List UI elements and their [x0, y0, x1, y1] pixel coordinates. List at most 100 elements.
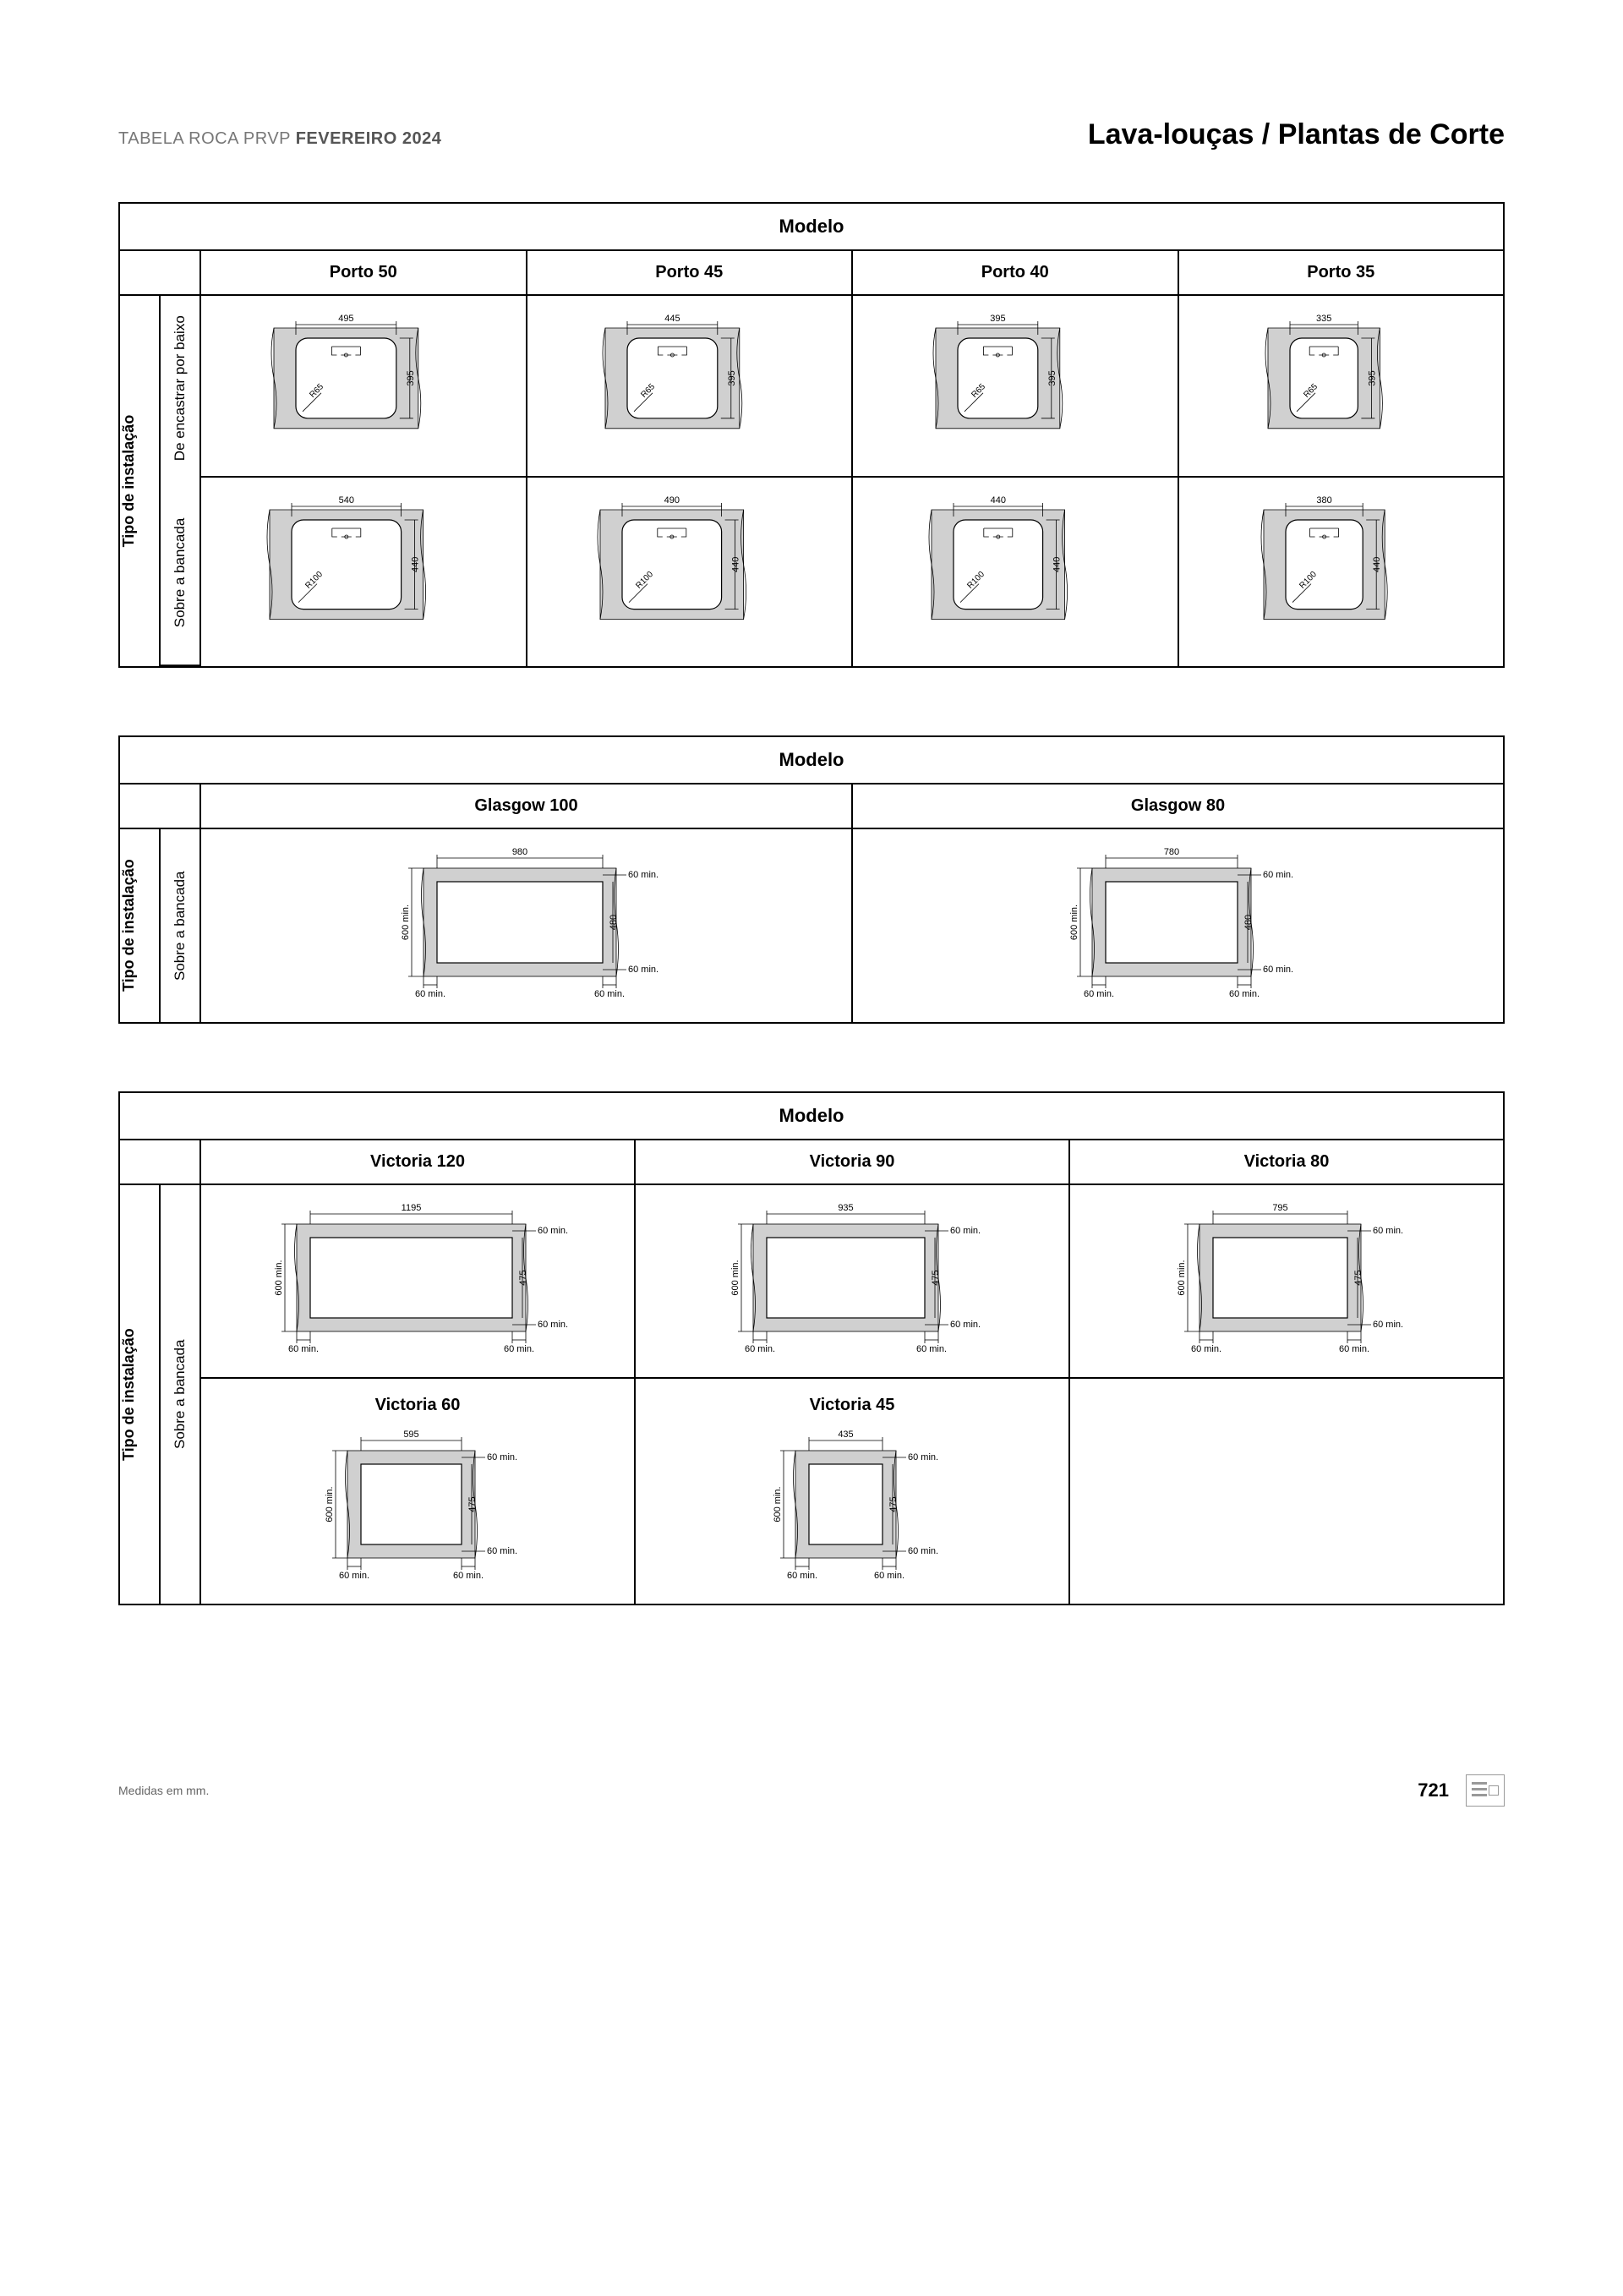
column-headers: Porto 50 Porto 45 Porto 40 Porto 35 [120, 251, 1503, 296]
cell-title: Victoria 60 [375, 1396, 461, 1415]
model-header: Modelo [120, 204, 1503, 251]
cut-plan-diagram: R100 540 440 [266, 495, 461, 650]
svg-text:60 min.: 60 min. [950, 1226, 981, 1236]
svg-text:60 min.: 60 min. [487, 1452, 517, 1462]
svg-text:60 min.: 60 min. [1373, 1226, 1403, 1236]
col-header: Porto 45 [527, 251, 854, 294]
toc-icon [1466, 1774, 1505, 1807]
svg-text:475: 475 [467, 1497, 478, 1512]
cut-plan-diagram: R65 445 395 [602, 313, 777, 459]
cell-row: R65 495 395 R65 445 395 R65 395 395 [201, 296, 1503, 478]
svg-text:60 min.: 60 min. [487, 1546, 517, 1556]
row-label-spacer [120, 251, 201, 294]
svg-text:440: 440 [731, 556, 741, 571]
cell-stack: R65 335 395 [1183, 313, 1500, 459]
row-label-inner: Sobre a bancada [161, 1185, 201, 1604]
svg-text:600 min.: 600 min. [274, 1260, 284, 1296]
svg-text:600 min.: 600 min. [1177, 1260, 1187, 1296]
svg-text:540: 540 [339, 495, 354, 506]
svg-text:780: 780 [1163, 847, 1178, 857]
diagram-cell: 795 60 min. 60 min. 475 600 min. 60 min.… [1070, 1185, 1503, 1377]
svg-text:440: 440 [1052, 556, 1063, 571]
body-grid: Tipo de instalação Sobre a bancada 1195 … [120, 1185, 1503, 1604]
diagram-holder: R100 440 440 [928, 495, 1102, 650]
diagram-holder: R65 445 395 [602, 313, 777, 459]
cells-container: 980 60 min. 60 min. 480 600 min. 60 min.… [201, 829, 1503, 1022]
cell-stack: R65 445 395 [531, 313, 849, 459]
cut-plan-diagram: R65 395 395 [932, 313, 1097, 459]
footer-right: 721 [1418, 1774, 1505, 1807]
diagram-cell [1070, 1379, 1503, 1604]
cell-stack: 980 60 min. 60 min. 480 600 min. 60 min.… [205, 846, 848, 1005]
row-label-inner: De encastrar por baixo Sobre a bancada [161, 296, 201, 666]
model-header: Modelo [120, 737, 1503, 784]
col-header: Victoria 80 [1070, 1140, 1503, 1184]
row-label-outer: Tipo de instalação [120, 829, 161, 1022]
svg-text:395: 395 [991, 314, 1006, 324]
cell-stack: Victoria 60 595 60 min. 60 min. 475 600 … [205, 1396, 631, 1587]
svg-text:795: 795 [1272, 1203, 1287, 1213]
cell-stack: Victoria 45 435 60 min. 60 min. 475 600 … [639, 1396, 1065, 1587]
svg-text:60 min.: 60 min. [1083, 989, 1113, 999]
diagram-cell: R65 445 395 [527, 296, 854, 476]
svg-text:600 min.: 600 min. [1069, 905, 1079, 940]
cell-stack: 795 60 min. 60 min. 475 600 min. 60 min.… [1074, 1202, 1500, 1360]
svg-text:445: 445 [664, 314, 680, 324]
svg-text:440: 440 [991, 495, 1006, 506]
cell-title: Victoria 45 [810, 1396, 895, 1415]
install-overmount-label: Sobre a bancada [161, 480, 199, 666]
row-label-outer: Tipo de instalação [120, 296, 161, 666]
svg-text:60 min.: 60 min. [452, 1571, 483, 1581]
install-undermount-label: De encastrar por baixo [161, 296, 199, 480]
cut-plan-diagram: 435 60 min. 60 min. 475 600 min. 60 min.… [758, 1429, 947, 1587]
row-label-inner: Sobre a bancada [161, 829, 201, 1022]
col-header: Porto 35 [1179, 251, 1504, 294]
installation-type-label: Tipo de instalação [120, 1185, 138, 1604]
cut-plan-diagram: 780 60 min. 60 min. 480 600 min. 60 min.… [1055, 846, 1302, 1005]
cell-stack: R65 495 395 [205, 313, 522, 459]
svg-text:380: 380 [1316, 495, 1331, 506]
svg-text:60 min.: 60 min. [1338, 1344, 1369, 1354]
page-number: 721 [1418, 1779, 1449, 1801]
svg-text:480: 480 [1243, 915, 1254, 930]
body-grid: Tipo de instalação Sobre a bancada 980 6… [120, 829, 1503, 1022]
svg-text:980: 980 [511, 847, 527, 857]
cell-row: R100 540 440 R100 490 440 R100 440 440 [201, 478, 1503, 667]
cells-container: 1195 60 min. 60 min. 475 600 min. 60 min… [201, 1185, 1503, 1604]
svg-text:60 min.: 60 min. [593, 989, 624, 999]
footer-note: Medidas em mm. [118, 1784, 209, 1797]
svg-text:600 min.: 600 min. [325, 1487, 335, 1522]
diagram-holder: R100 380 440 [1260, 495, 1422, 650]
model-header: Modelo [120, 1093, 1503, 1140]
diagram-cell: R65 495 395 [201, 296, 527, 476]
svg-text:600 min.: 600 min. [773, 1487, 783, 1522]
svg-text:595: 595 [403, 1430, 418, 1440]
diagram-cell: 935 60 min. 60 min. 475 600 min. 60 min.… [636, 1185, 1070, 1377]
cell-stack: R100 380 440 [1183, 495, 1500, 650]
column-headers: Glasgow 100 Glasgow 80 [120, 784, 1503, 829]
svg-text:440: 440 [411, 556, 421, 571]
svg-text:60 min.: 60 min. [950, 1320, 981, 1330]
svg-text:395: 395 [1047, 370, 1057, 385]
page-header: TABELA ROCA PRVP FEVEREIRO 2024 Lava-lou… [118, 118, 1505, 151]
installation-type-label: Tipo de instalação [120, 296, 138, 666]
cut-plan-diagram: R65 495 395 [270, 313, 456, 459]
cells-container: R65 495 395 R65 445 395 R65 395 395 [201, 296, 1503, 666]
svg-text:60 min.: 60 min. [908, 1452, 938, 1462]
svg-text:60 min.: 60 min. [1373, 1320, 1403, 1330]
diagram-cell: 980 60 min. 60 min. 480 600 min. 60 min.… [201, 829, 853, 1022]
svg-text:60 min.: 60 min. [628, 870, 658, 880]
diagram-cell: R65 335 395 [1179, 296, 1504, 476]
diagram-holder: 1195 60 min. 60 min. 475 600 min. 60 min… [260, 1202, 577, 1360]
svg-text:60 min.: 60 min. [414, 989, 445, 999]
row-label-spacer [120, 1140, 201, 1184]
cell-row: 1195 60 min. 60 min. 475 600 min. 60 min… [201, 1185, 1503, 1379]
col-header: Porto 50 [201, 251, 527, 294]
col-header: Porto 40 [853, 251, 1179, 294]
cut-plan-diagram: 935 60 min. 60 min. 475 600 min. 60 min.… [716, 1202, 989, 1360]
body-grid: Tipo de instalação De encastrar por baix… [120, 296, 1503, 666]
svg-text:395: 395 [406, 370, 416, 385]
diagram-holder: 980 60 min. 60 min. 480 600 min. 60 min.… [386, 846, 667, 1005]
diagram-holder: 935 60 min. 60 min. 475 600 min. 60 min.… [716, 1202, 989, 1360]
cut-plan-diagram: 595 60 min. 60 min. 475 600 min. 60 min.… [310, 1429, 526, 1587]
